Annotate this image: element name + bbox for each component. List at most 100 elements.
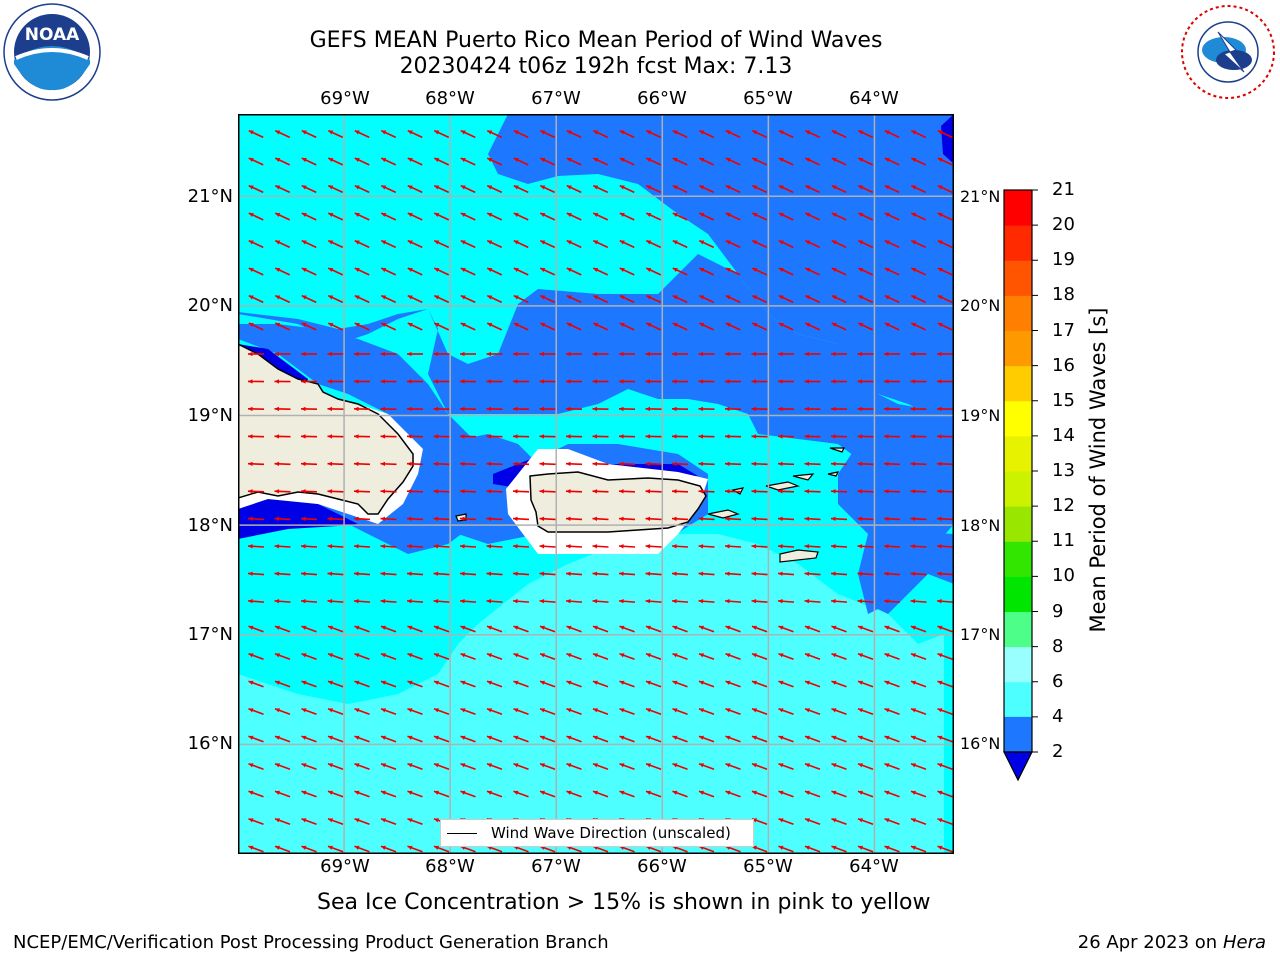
wind-arrow-head bbox=[937, 790, 943, 795]
wind-arrow-head bbox=[513, 434, 518, 439]
wind-arrow-head bbox=[778, 323, 784, 327]
wind-arrow-head bbox=[831, 599, 836, 604]
colorbar-segment bbox=[1004, 400, 1032, 437]
wind-arrow-head bbox=[698, 599, 704, 604]
wind-arrow-head bbox=[857, 571, 863, 576]
wind-arrow-head bbox=[248, 240, 254, 245]
wind-arrow-head bbox=[778, 489, 783, 494]
wind-arrow-head bbox=[672, 379, 677, 384]
wind-arrow-head bbox=[911, 323, 917, 327]
wind-arrow-head bbox=[301, 406, 306, 412]
wind-arrow-head bbox=[831, 158, 837, 162]
wind-arrow-head bbox=[910, 625, 916, 630]
wind-arrow-head bbox=[619, 680, 625, 685]
wind-arrow-head bbox=[301, 653, 307, 658]
wind-arrow-head bbox=[381, 130, 387, 135]
wind-arrow-head bbox=[725, 406, 730, 412]
wind-arrow-head bbox=[884, 735, 890, 740]
wind-arrow-head bbox=[646, 213, 652, 217]
wind-arrow-head bbox=[248, 158, 254, 162]
wind-arrow-head bbox=[407, 240, 413, 245]
wind-arrow-head bbox=[434, 158, 440, 162]
wind-arrow-head bbox=[858, 295, 864, 300]
wind-arrow-head bbox=[433, 544, 439, 549]
wind-arrow-head bbox=[751, 790, 757, 795]
wind-arrow-head bbox=[328, 268, 334, 272]
wind-arrow-head bbox=[328, 323, 334, 327]
wind-arrow-head bbox=[592, 571, 598, 576]
map-legend: Wind Wave Direction (unscaled) bbox=[440, 819, 754, 847]
wind-arrow-head bbox=[619, 213, 625, 217]
wind-arrow-head bbox=[460, 625, 466, 630]
wind-arrow-head bbox=[407, 379, 412, 384]
wind-arrow-head bbox=[619, 158, 625, 162]
wind-arrow-head bbox=[592, 599, 598, 604]
wind-arrow-head bbox=[486, 434, 492, 439]
wind-arrow-head bbox=[645, 544, 651, 549]
wind-arrow-head bbox=[407, 544, 412, 549]
colorbar-tick-label: 12 bbox=[1052, 495, 1075, 517]
wind-arrow-head bbox=[831, 130, 837, 135]
wind-arrow-head bbox=[910, 790, 916, 795]
wind-arrow-head bbox=[433, 735, 439, 740]
wind-arrow-head bbox=[884, 379, 889, 384]
lat-label-right-17n: 17°N bbox=[960, 625, 1001, 644]
wind-arrow-head bbox=[487, 323, 493, 327]
wind-arrow-head bbox=[751, 351, 757, 357]
wind-arrow-head bbox=[831, 708, 837, 713]
wind-arrow-head bbox=[672, 516, 677, 521]
wind-arrow-head bbox=[539, 571, 545, 576]
wind-arrow-head bbox=[645, 571, 651, 576]
wind-arrow-head bbox=[301, 571, 306, 576]
wind-arrow-head bbox=[248, 735, 254, 740]
wind-arrow-head bbox=[619, 544, 624, 549]
wind-arrow-head bbox=[566, 434, 571, 439]
wind-arrow-head bbox=[858, 130, 864, 135]
wind-arrow-head bbox=[513, 489, 518, 494]
wind-arrow-head bbox=[248, 653, 254, 658]
wind-arrow-head bbox=[699, 323, 705, 327]
wind-arrow-head bbox=[380, 461, 386, 467]
colorbar-segment bbox=[1004, 646, 1032, 683]
colorbar-segment bbox=[1004, 611, 1032, 648]
wind-arrow-head bbox=[380, 818, 386, 823]
wind-arrow-head bbox=[407, 599, 412, 604]
wind-arrow-head bbox=[937, 268, 943, 272]
wind-arrow-head bbox=[910, 845, 916, 850]
wind-arrow-head bbox=[486, 790, 492, 795]
wind-arrow-head bbox=[354, 158, 360, 162]
colorbar-segment bbox=[1004, 541, 1032, 577]
wind-arrow-head bbox=[486, 351, 492, 357]
wind-arrow-head bbox=[487, 213, 493, 217]
wind-arrow-head bbox=[380, 544, 386, 549]
wind-arrow-head bbox=[831, 268, 837, 272]
colorbar-tick-label: 20 bbox=[1052, 214, 1075, 236]
wind-arrow-head bbox=[884, 268, 890, 272]
wind-arrow-head bbox=[433, 708, 439, 713]
wind-arrow-head bbox=[301, 351, 306, 357]
wind-arrow-head bbox=[646, 185, 652, 190]
wind-arrow-head bbox=[248, 130, 254, 135]
wind-arrow-head bbox=[407, 516, 412, 521]
wind-arrow-head bbox=[698, 544, 704, 549]
wind-arrow-head bbox=[672, 406, 677, 412]
wind-arrow-head bbox=[354, 130, 360, 135]
wind-arrow-head bbox=[751, 763, 757, 768]
wind-arrow-head bbox=[645, 653, 651, 658]
wind-arrow-head bbox=[460, 516, 465, 521]
wind-arrow-head bbox=[725, 763, 731, 768]
wind-arrow-head bbox=[592, 379, 598, 384]
wind-arrow-head bbox=[672, 680, 678, 685]
wind-arrow-head bbox=[354, 571, 359, 576]
wind-arrow-head bbox=[884, 516, 889, 521]
wind-arrow-head bbox=[380, 763, 386, 768]
wind-arrow-head bbox=[672, 351, 677, 357]
wind-arrow-head bbox=[566, 213, 572, 217]
wind-arrow-head bbox=[592, 653, 598, 658]
wind-arrow-head bbox=[884, 763, 890, 768]
wind-arrow-head bbox=[884, 653, 890, 658]
colorbar-tick-label: 17 bbox=[1052, 319, 1075, 341]
wind-arrow-head bbox=[354, 434, 359, 439]
wind-arrow-head bbox=[751, 599, 757, 604]
wind-arrow-head bbox=[301, 544, 306, 549]
